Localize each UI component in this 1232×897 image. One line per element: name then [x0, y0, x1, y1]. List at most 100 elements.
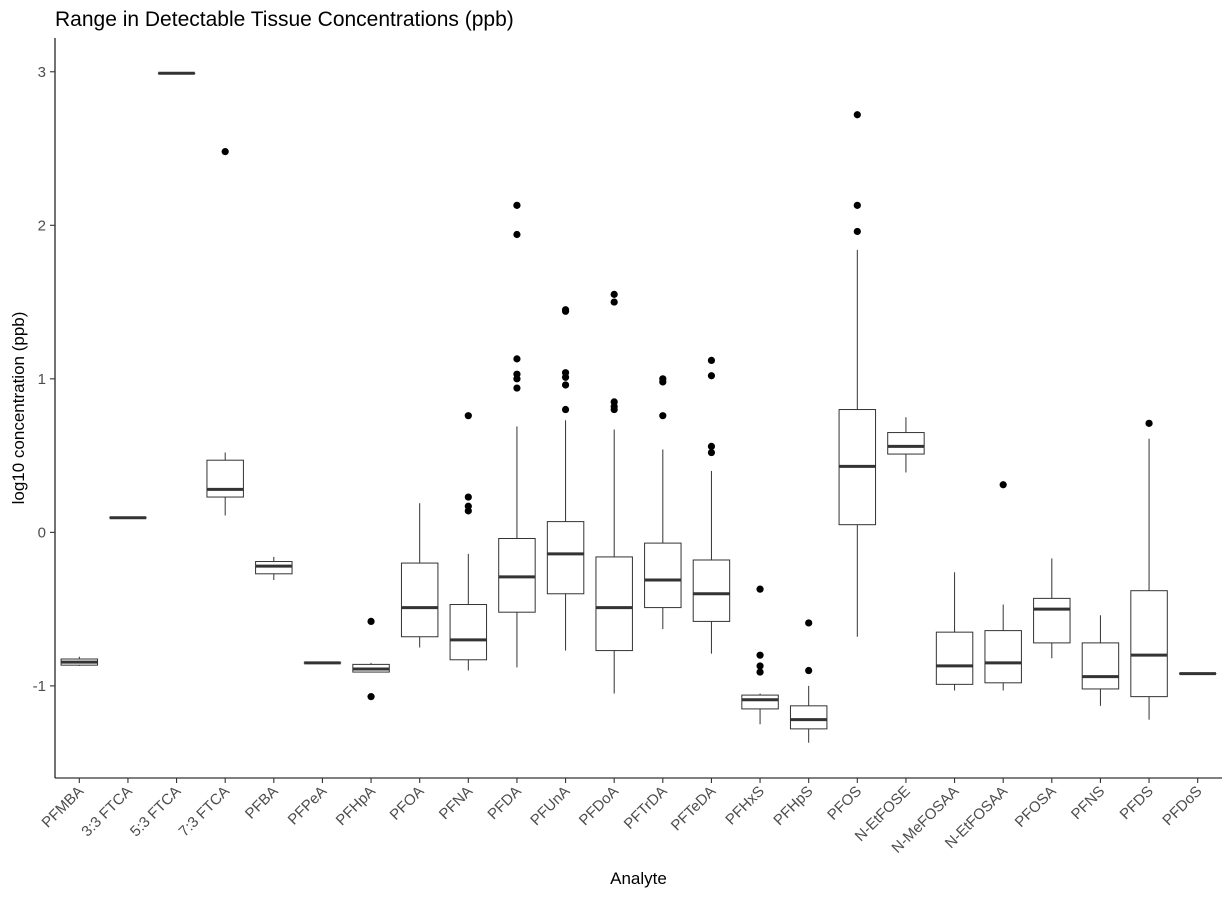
box-rect — [449, 604, 488, 661]
outlier-point — [707, 372, 716, 380]
outlier-point — [659, 378, 667, 386]
outlier-point — [513, 384, 521, 392]
outlier-point — [561, 307, 570, 315]
box-rect — [789, 705, 828, 730]
x-tick-label: PFOA — [387, 783, 428, 824]
box-pfuna — [546, 306, 585, 651]
x-tick-label: PFOSA — [1012, 783, 1060, 831]
box-rect — [1081, 642, 1120, 690]
x-axis-title: Analyte — [610, 869, 667, 888]
axes: -1 0 1 2 3 log10 concentration (ppb) Analyte PF… — [9, 38, 1222, 888]
y-tick-label: 1 — [38, 371, 46, 388]
box-rect — [206, 459, 244, 498]
box-pfdoa — [595, 290, 633, 694]
box-pfoa — [400, 503, 439, 648]
box-n-etfose — [887, 417, 925, 473]
x-tick-label: PFBA — [242, 783, 282, 823]
x-tick-label: 7:3 FTCA — [176, 783, 233, 840]
outlier-point — [513, 201, 521, 209]
outlier-point — [610, 290, 618, 298]
outlier-point — [610, 298, 618, 306]
outlier-point — [464, 507, 472, 515]
outlier-point — [659, 412, 667, 420]
x-tick-label: PFDoS — [1159, 783, 1205, 829]
x-tick-label: 3:3 FTCA — [78, 783, 135, 840]
y-tick-label: 0 — [38, 524, 46, 541]
box-rect — [400, 562, 439, 638]
box-pfos — [838, 111, 877, 637]
x-tick-label: PFOS — [824, 783, 865, 824]
y-tick-label: -1 — [33, 678, 46, 695]
y-axis-title: log10 concentration (ppb) — [9, 312, 28, 505]
x-tick-label: PFHxS — [722, 783, 768, 829]
x-tick-label: PFHpS — [770, 783, 816, 829]
box-pfds — [1130, 419, 1168, 720]
outlier-point — [999, 481, 1007, 489]
boxes — [60, 71, 1217, 743]
chart-title: Range in Detectable Tissue Concentration… — [55, 8, 514, 31]
box-rect — [1130, 590, 1168, 698]
box-pfns — [1081, 615, 1120, 706]
outlier-point — [756, 651, 764, 659]
box-pfhxs — [741, 585, 779, 725]
box-rect — [741, 694, 779, 710]
outlier-point — [853, 111, 861, 119]
x-tick-label: PFNA — [436, 783, 476, 823]
x-tick-label: PFNS — [1068, 783, 1108, 823]
outlier-point — [513, 230, 521, 239]
box-pfteda — [692, 356, 731, 654]
x-tick-label: PFDS — [1117, 783, 1157, 823]
outlier-point — [367, 693, 375, 701]
outlier-point — [464, 493, 472, 501]
outlier-point — [707, 448, 716, 457]
outlier-point — [513, 355, 521, 363]
box-pfhps — [789, 619, 828, 743]
outlier-point — [561, 381, 570, 389]
box-pfna — [449, 412, 488, 671]
outlier-point — [756, 585, 764, 593]
outlier-point — [464, 412, 472, 420]
box-pfba — [255, 556, 293, 580]
outlier-point — [513, 375, 521, 383]
box-rect — [887, 432, 925, 455]
box-pfhpa — [352, 617, 390, 701]
x-tick-label: PFPeA — [285, 783, 331, 829]
outlier-point — [221, 148, 229, 156]
outlier-point — [853, 227, 861, 236]
x-tick-label: PFDoA — [576, 783, 622, 829]
outlier-point — [367, 617, 375, 626]
outlier-point — [756, 668, 764, 676]
outlier-point — [853, 201, 861, 209]
box-pfda — [498, 201, 536, 668]
box-rect — [935, 631, 974, 685]
x-tick-label: 5:3 FTCA — [127, 783, 184, 840]
outlier-point — [610, 405, 618, 414]
outlier-point — [561, 373, 570, 381]
box-rect — [546, 521, 585, 595]
x-tick-label: PFMBA — [39, 783, 88, 832]
box-rect — [984, 630, 1022, 684]
outlier-point — [756, 662, 764, 670]
outlier-point — [561, 405, 570, 414]
box-n-etfosaa — [984, 481, 1022, 691]
box-rect — [1033, 597, 1071, 644]
outlier-point — [805, 619, 813, 627]
box-rect — [255, 561, 293, 575]
outlier-point — [707, 356, 716, 365]
box-pftrda — [644, 375, 682, 630]
y-tick-label: 3 — [38, 64, 46, 81]
x-tick-label: PFDA — [484, 783, 524, 823]
box-rect — [644, 542, 682, 609]
box-rect — [498, 537, 536, 613]
x-tick-label: PFUnA — [527, 783, 573, 829]
x-tick-label: PFTeDA — [668, 783, 720, 835]
box-pfosa — [1033, 558, 1071, 659]
box-n-mefosaa — [935, 572, 974, 691]
box-7-3-ftca — [206, 148, 244, 516]
x-tick-label: PFTrDA — [621, 783, 671, 833]
outlier-point — [805, 666, 813, 675]
box-rect — [595, 556, 633, 652]
x-tick-label: PFHpA — [333, 783, 379, 829]
